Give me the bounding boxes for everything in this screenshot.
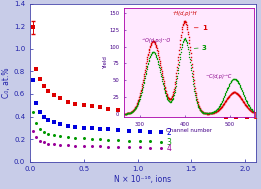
Text: 3: 3 [202,45,207,51]
Text: 2: 2 [167,128,171,137]
X-axis label: Channel number: Channel number [166,129,212,133]
Text: 3: 3 [167,138,171,147]
Text: ²H(d,p)³H: ²H(d,p)³H [173,11,197,16]
Text: ¹²C(d,p)¹³C: ¹²C(d,p)¹³C [206,74,232,79]
Text: 1: 1 [253,112,257,121]
Text: 4: 4 [167,144,171,153]
Text: ¹⁶O(d,p₀)¹⁷O: ¹⁶O(d,p₀)¹⁷O [142,38,171,43]
X-axis label: N × 10⁻¹⁶, ions: N × 10⁻¹⁶, ions [114,175,171,184]
Text: 1: 1 [202,25,207,31]
Y-axis label: Yield: Yield [103,56,108,69]
Y-axis label: C₀, at.%: C₀, at.% [2,67,11,98]
